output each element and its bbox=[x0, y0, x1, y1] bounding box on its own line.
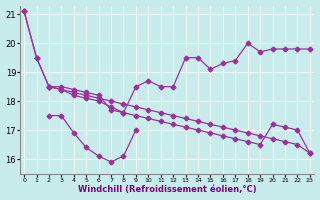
X-axis label: Windchill (Refroidissement éolien,°C): Windchill (Refroidissement éolien,°C) bbox=[78, 185, 256, 194]
